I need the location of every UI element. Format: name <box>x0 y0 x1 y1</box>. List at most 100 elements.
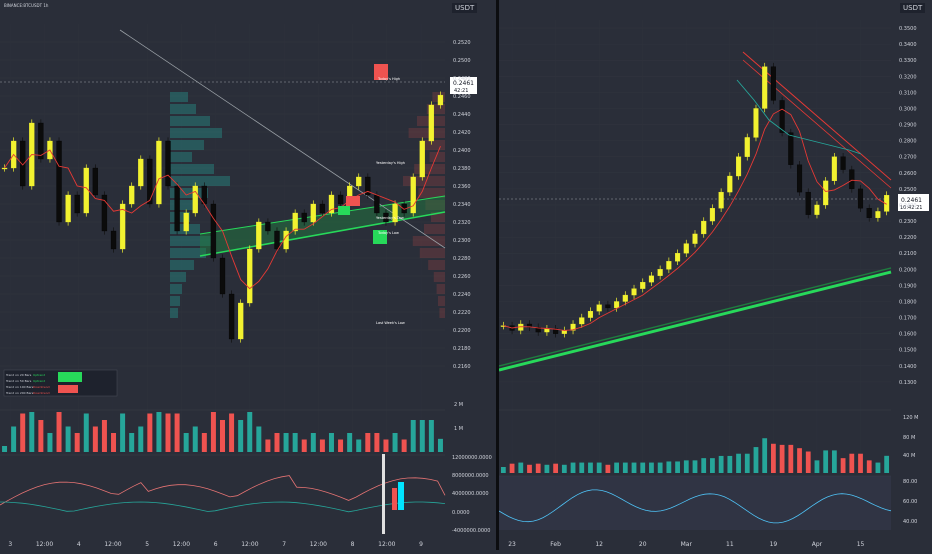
right-candle-body <box>701 220 707 235</box>
left-volume-profile-bar-right <box>438 296 445 306</box>
left-volume-bar <box>111 433 117 452</box>
left-volume-bar <box>192 426 198 452</box>
left-volume-bar <box>283 433 289 452</box>
right-volume-bar <box>744 453 750 473</box>
left-volume-profile-bar <box>170 188 208 198</box>
left-green-marker <box>338 206 350 215</box>
right-red-trendline <box>742 51 892 181</box>
left-candle-body <box>228 293 235 340</box>
left-volume-profile-bar <box>170 152 192 162</box>
left-volume-profile-bar-right <box>408 128 445 138</box>
left-candle-body <box>138 158 144 187</box>
left-volume-bar <box>210 412 216 452</box>
right-countdown: 10:42:21 <box>900 205 922 211</box>
left-y-tick-label: 0.2200 <box>453 328 471 334</box>
left-volume-bar <box>183 433 189 452</box>
left-volume-profile-bar-right <box>418 188 445 198</box>
left-yesterdays-high-label: Yesterday's High <box>376 161 405 165</box>
right-chart-svg[interactable]: 0.2461 10:42:21 0.1300 0.1400 0.1500 0.1600… <box>498 0 932 550</box>
right-currency-label[interactable]: USDT <box>900 3 926 13</box>
left-candle-body <box>356 176 362 187</box>
right-green-trendline <box>498 270 892 372</box>
left-volume-bar <box>38 420 44 452</box>
left-volume-profile-bar-right <box>433 272 445 282</box>
right-candle-body <box>744 137 750 157</box>
left-chart-pane[interactable]: BINANCE:BTCUSDT 1h USDT Today's High Yes… <box>0 0 496 550</box>
trend-row-value: Uptrend <box>33 373 45 377</box>
right-candle-body <box>535 327 541 333</box>
left-chart-svg[interactable]: Today's High Yesterday's High Yesterday'… <box>0 0 496 550</box>
right-y-tick-label: 0.1900 <box>899 283 917 289</box>
left-y-tick-label: 0.2180 <box>453 346 471 352</box>
left-descending-trendline <box>119 29 446 249</box>
left-high-box <box>374 64 388 80</box>
right-candle-body <box>709 208 715 222</box>
right-volume-bar <box>710 458 715 473</box>
right-candle-body <box>762 66 768 109</box>
left-volume-profile-bar-right <box>419 248 445 258</box>
left-volume-profile-bar-right <box>431 212 445 222</box>
right-osc-label: 60.00 <box>903 499 917 505</box>
right-volume-bar <box>570 462 576 473</box>
left-volume-profile-bar <box>170 164 214 174</box>
left-x-tick-label: 12:00 <box>173 541 190 548</box>
right-volume-bar <box>753 447 759 473</box>
pane-divider[interactable] <box>496 0 499 550</box>
left-candle-body <box>383 212 389 223</box>
left-x-tick-label: 12:00 <box>241 541 258 548</box>
right-volume-bar <box>535 463 541 473</box>
right-candle-body <box>796 164 803 193</box>
right-volume-bar <box>736 453 741 473</box>
left-currency-label[interactable]: USDT <box>452 3 478 13</box>
left-x-tick-label: 12:00 <box>104 541 121 548</box>
left-countdown: 42:21 <box>454 88 468 94</box>
left-volume-bar <box>410 420 416 452</box>
left-y-tick-label: 0.2480 <box>453 76 471 82</box>
left-volume-profile-bar <box>170 92 188 102</box>
left-osc-label: -4000000.0000 <box>452 528 490 534</box>
left-volume-profile-bar <box>170 308 178 318</box>
right-candle-body <box>788 132 794 165</box>
left-last-weeks-low-label: Last Week's Low <box>376 321 405 325</box>
left-volume-profile-bar <box>170 236 216 246</box>
right-candle-body <box>614 301 620 309</box>
left-candle-body <box>292 212 298 232</box>
right-candle-body <box>683 243 689 254</box>
left-candle-body <box>265 221 271 232</box>
right-teal-average <box>736 79 862 155</box>
right-candle-body <box>840 156 846 170</box>
left-volume-bar <box>419 420 425 452</box>
right-volume-bar <box>527 464 532 473</box>
right-candle-body <box>640 282 646 289</box>
left-osc-white-bar <box>382 454 385 534</box>
left-volume-bar <box>20 413 26 452</box>
left-volume-bar <box>338 439 344 452</box>
left-x-tick-label: 12:00 <box>36 541 53 548</box>
left-y-tick-label: 0.2420 <box>453 130 471 136</box>
right-candle-body <box>805 191 811 215</box>
left-candle-body <box>238 302 244 340</box>
left-candle-body <box>337 194 344 205</box>
right-volume-bar <box>544 464 550 473</box>
left-candle-body <box>147 158 153 205</box>
left-todays-low-label: Today's Low <box>377 231 399 235</box>
left-volume-profile-bar <box>170 272 186 282</box>
right-y-tick-label: 0.3500 <box>899 26 917 32</box>
right-y-tick-label: 0.2900 <box>899 123 917 129</box>
left-candle-body <box>38 122 44 160</box>
left-x-tick-label: 9 <box>419 541 423 548</box>
right-chart-pane[interactable]: USDT 0.2461 10:42:21 0.1300 0.1400 0.1500 0… <box>498 0 932 550</box>
left-y-tick-label: 0.2400 <box>453 148 471 154</box>
right-osc-label: 80.00 <box>903 479 917 485</box>
right-x-tick-label: 15 <box>857 541 865 548</box>
right-x-tick-label: 12 <box>595 541 603 548</box>
right-x-tick-label: Feb <box>550 541 561 548</box>
left-candle-body <box>65 194 71 223</box>
left-y-tick-label: 0.2440 <box>453 112 471 118</box>
right-volume-bar <box>771 443 776 473</box>
right-volume-bar <box>805 451 811 473</box>
trend-row-value: Uptrend <box>33 379 45 383</box>
right-volume-bar <box>657 462 663 473</box>
left-x-tick-label: 3 <box>8 541 12 548</box>
right-y-tick-label: 0.1800 <box>899 299 917 305</box>
